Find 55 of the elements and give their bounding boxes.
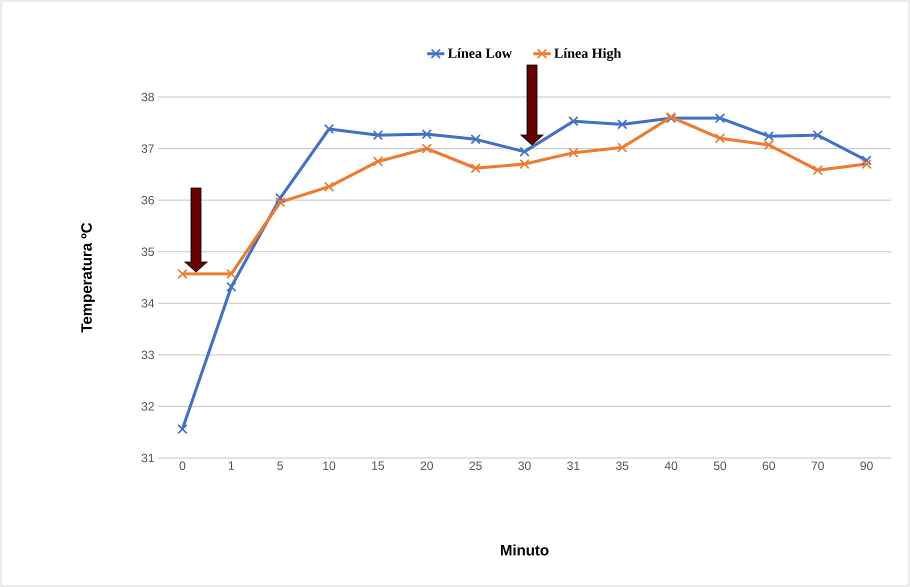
point <box>519 146 530 157</box>
point <box>764 131 774 142</box>
point <box>617 142 628 153</box>
legend-label: Línea Low <box>448 48 512 58</box>
point <box>226 268 236 279</box>
x-tick-label: 15 <box>372 462 384 470</box>
y-tick-label: 35 <box>142 247 154 256</box>
x-tick-label: 40 <box>664 462 678 470</box>
x-tick-label: 60 <box>762 462 776 470</box>
x-tick-label: 1 <box>228 462 234 470</box>
x-tick-label: 30 <box>518 462 531 470</box>
point <box>372 156 383 167</box>
point <box>568 116 578 126</box>
point <box>617 119 628 130</box>
point <box>422 144 432 154</box>
point <box>177 424 188 434</box>
point <box>372 130 383 140</box>
y-tick-label: 34 <box>142 299 154 308</box>
point <box>519 159 530 170</box>
y-tick-label: 38 <box>142 92 154 102</box>
x-tick-label: 50 <box>714 462 726 470</box>
x-tick-label: 25 <box>470 462 482 470</box>
y-tick-label: 31 <box>142 454 154 462</box>
x-axis-title: Minuto <box>500 544 548 556</box>
point <box>422 129 432 140</box>
x-tick-label: 5 <box>277 462 283 470</box>
point <box>470 163 481 174</box>
point <box>226 282 236 292</box>
point <box>714 133 726 144</box>
x-tick-label: 31 <box>567 462 580 470</box>
legend-label: Línea High <box>554 48 622 61</box>
x-tick-label: 20 <box>420 462 433 470</box>
y-tick-label: 32 <box>142 402 154 411</box>
point <box>862 155 872 166</box>
x-tick-label: 70 <box>812 462 824 470</box>
x-tick-label: 10 <box>323 462 336 470</box>
y-tick-label: 33 <box>142 350 154 360</box>
point <box>812 165 823 176</box>
x-tick-label: 0 <box>180 462 186 470</box>
x-tick-label: 35 <box>616 462 628 470</box>
y-tick-label: 37 <box>142 144 154 153</box>
x-tick-label: 90 <box>860 462 873 470</box>
point <box>862 159 872 170</box>
point <box>275 193 286 204</box>
point <box>568 148 578 158</box>
point <box>177 268 188 279</box>
point <box>764 140 774 150</box>
point <box>470 134 481 144</box>
y-axis-title: Temperatura ºC <box>81 222 95 332</box>
point <box>275 197 286 208</box>
point <box>812 130 823 140</box>
point <box>714 113 726 124</box>
point <box>324 182 334 192</box>
y-tick-label: 36 <box>142 196 154 204</box>
point <box>324 124 334 134</box>
